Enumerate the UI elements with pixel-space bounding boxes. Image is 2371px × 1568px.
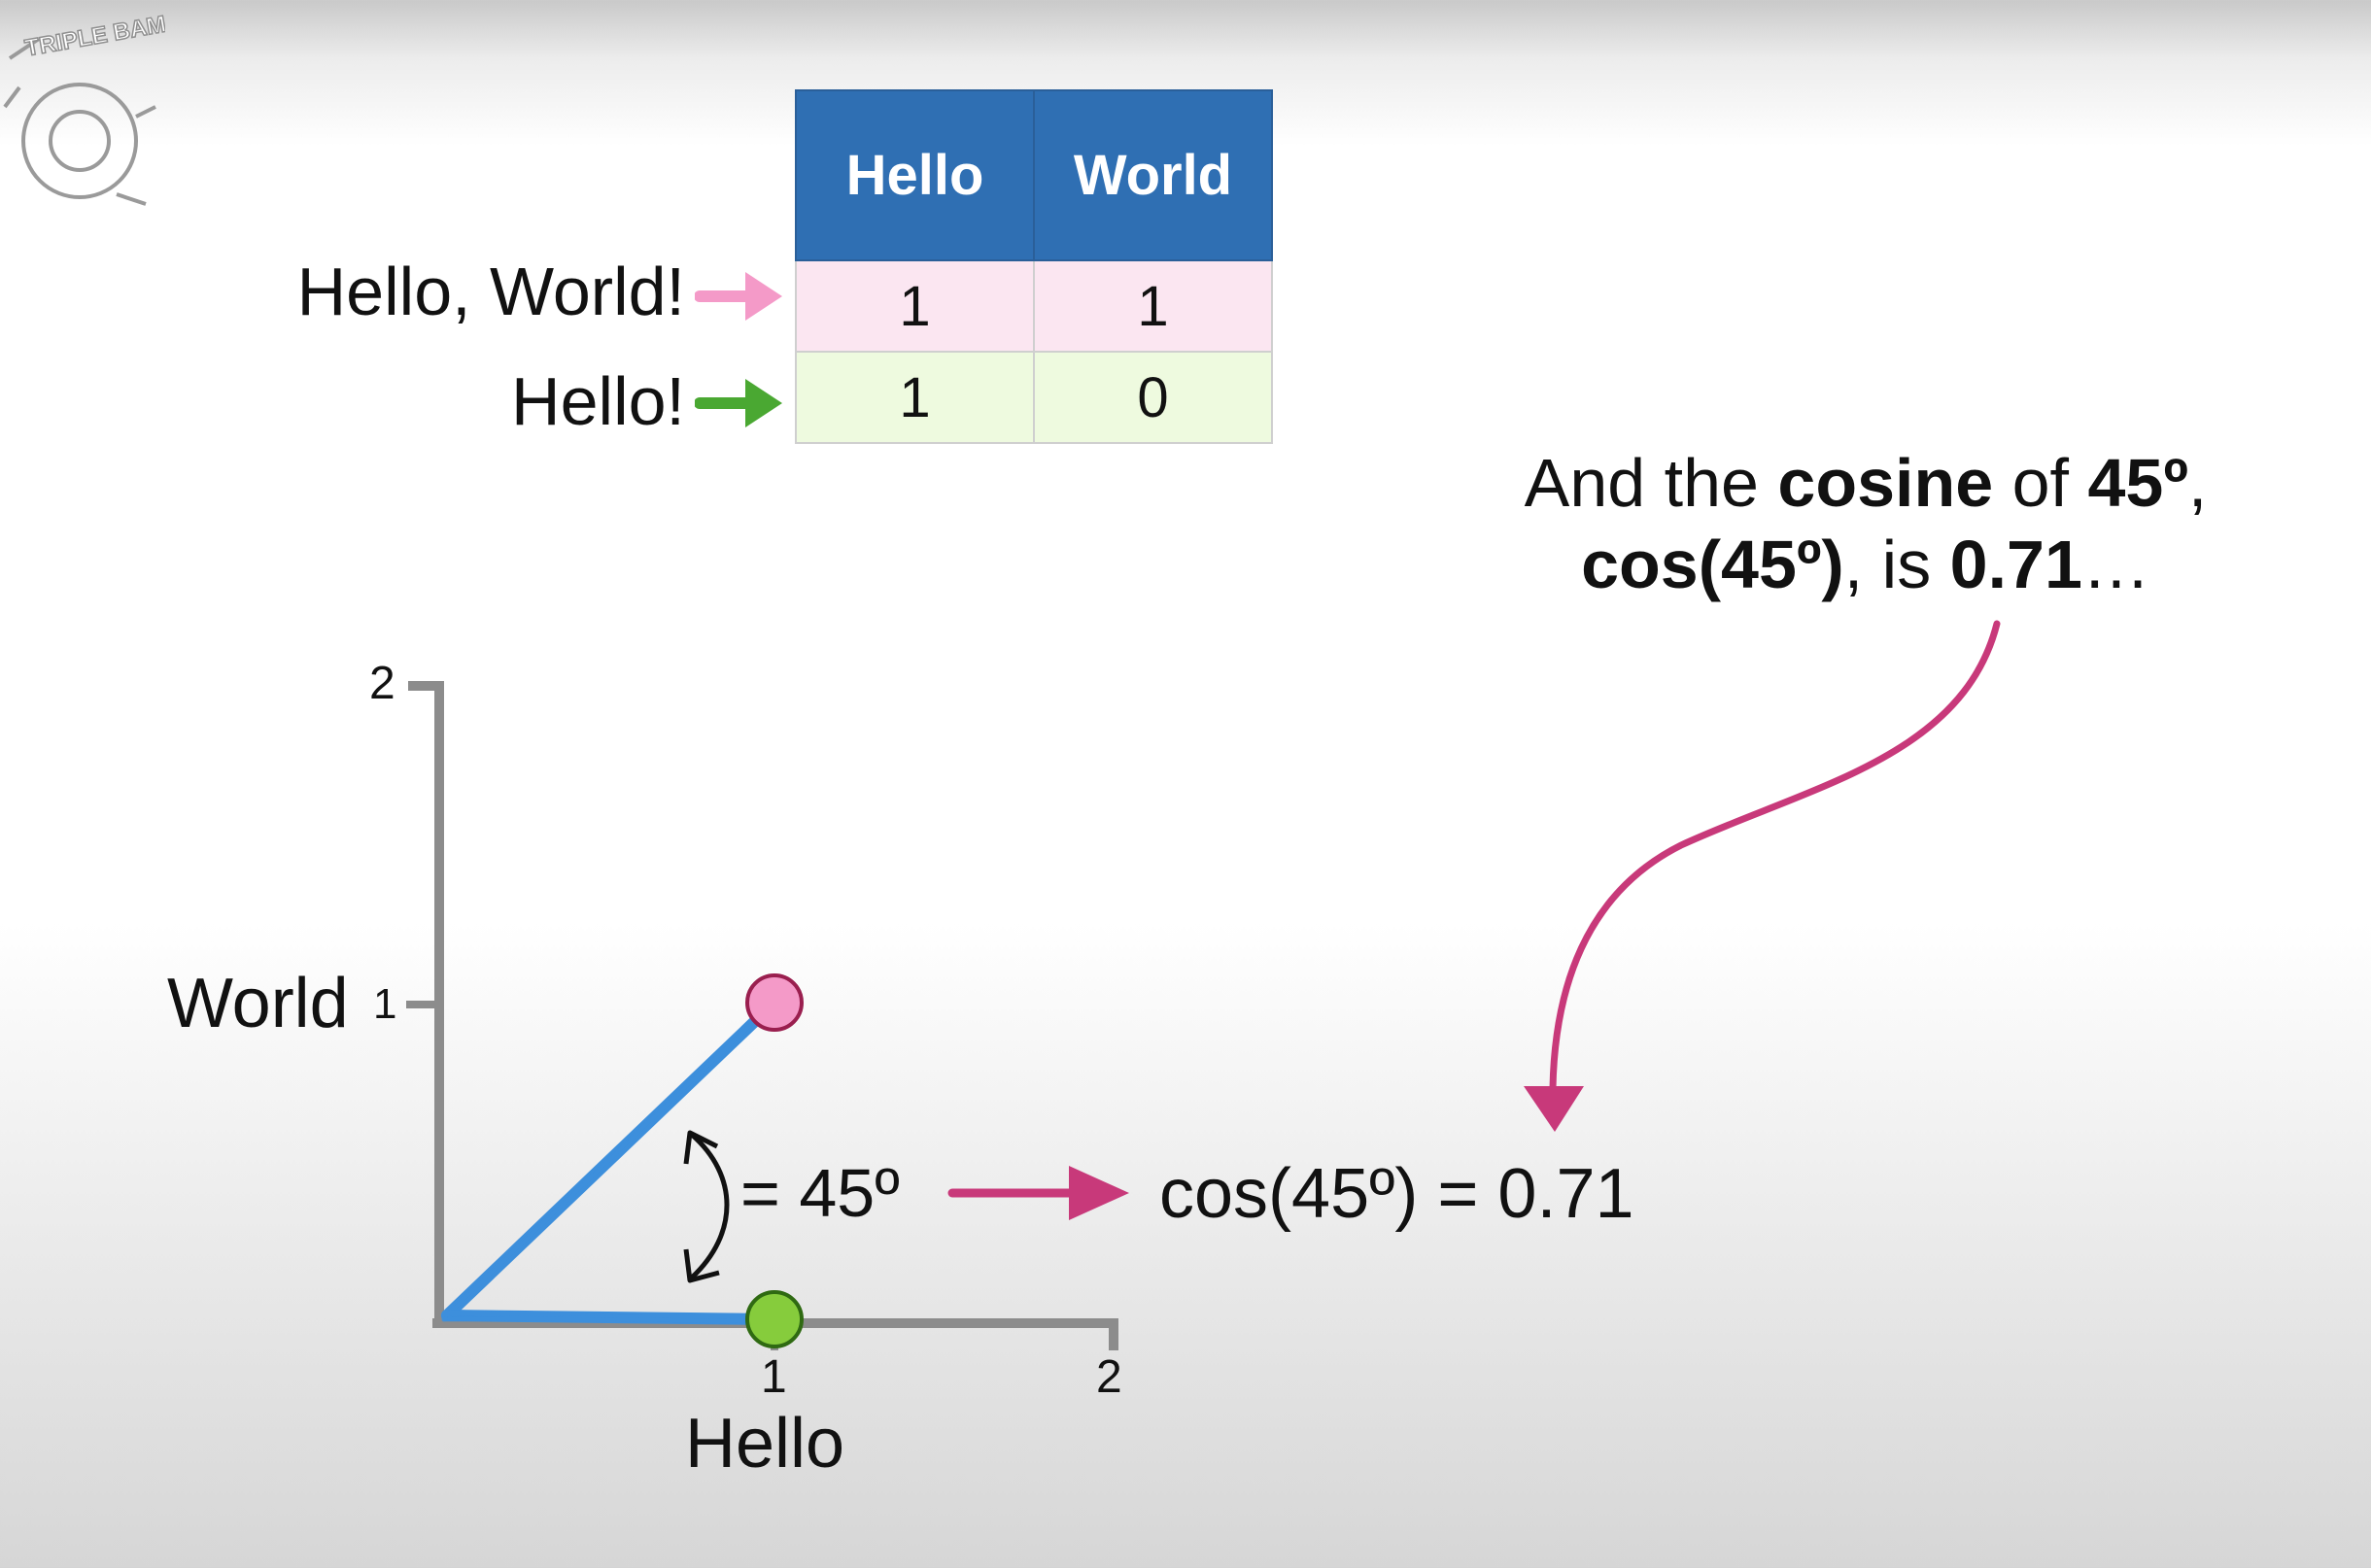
angle-label: = 45º <box>740 1155 900 1231</box>
y-axis-label: World <box>167 965 349 1042</box>
logo-stroke <box>3 37 156 206</box>
x-tick-1: 1 <box>761 1351 787 1403</box>
table-header-world: World <box>1033 89 1273 261</box>
table-cell: 1 <box>795 259 1035 353</box>
y-axis <box>408 681 444 1323</box>
point-hello <box>745 1290 804 1348</box>
row-label-hello: Hello! <box>511 363 685 439</box>
table-header-hello: Hello <box>795 89 1035 261</box>
cosine-note: And the cosine of 45º, cos(45º), is 0.71… <box>1263 442 2371 605</box>
pink-arrow-icon <box>695 272 782 321</box>
table-cell: 1 <box>1033 259 1273 353</box>
table-row: 1 1 <box>795 259 1273 353</box>
y-tick-2: 2 <box>369 658 395 709</box>
x-tick-2: 2 <box>1096 1351 1122 1403</box>
word-count-table: Hello World 1 1 1 0 <box>795 89 1273 444</box>
result-arrow-icon <box>947 1166 1129 1220</box>
vector-hello <box>441 1310 781 1325</box>
row-label-hello-world: Hello, World! <box>296 254 685 329</box>
x-axis-label: Hello <box>685 1405 845 1483</box>
vector-hello-world <box>441 997 781 1322</box>
angle-arc-icon <box>683 1130 730 1283</box>
cos-result: cos(45º) = 0.71 <box>1159 1155 1634 1233</box>
cosine-note-line2: cos(45º), is 0.71… <box>1581 527 2150 602</box>
row-arrows <box>695 272 782 427</box>
cosine-note-line1: And the cosine of 45º, <box>1524 445 2208 521</box>
logo-circle-inner <box>49 110 111 172</box>
y-tick-1: 1 <box>373 980 397 1028</box>
logo: TRIPLE BAM!! <box>3 8 165 206</box>
logo-circle <box>21 83 138 199</box>
curved-arrow-icon <box>1524 620 2001 1132</box>
table-row: 1 0 <box>795 351 1273 444</box>
point-hello-world <box>745 973 804 1032</box>
green-arrow-icon <box>695 379 782 427</box>
table-cell: 0 <box>1033 351 1273 444</box>
table-cell: 1 <box>795 351 1035 444</box>
